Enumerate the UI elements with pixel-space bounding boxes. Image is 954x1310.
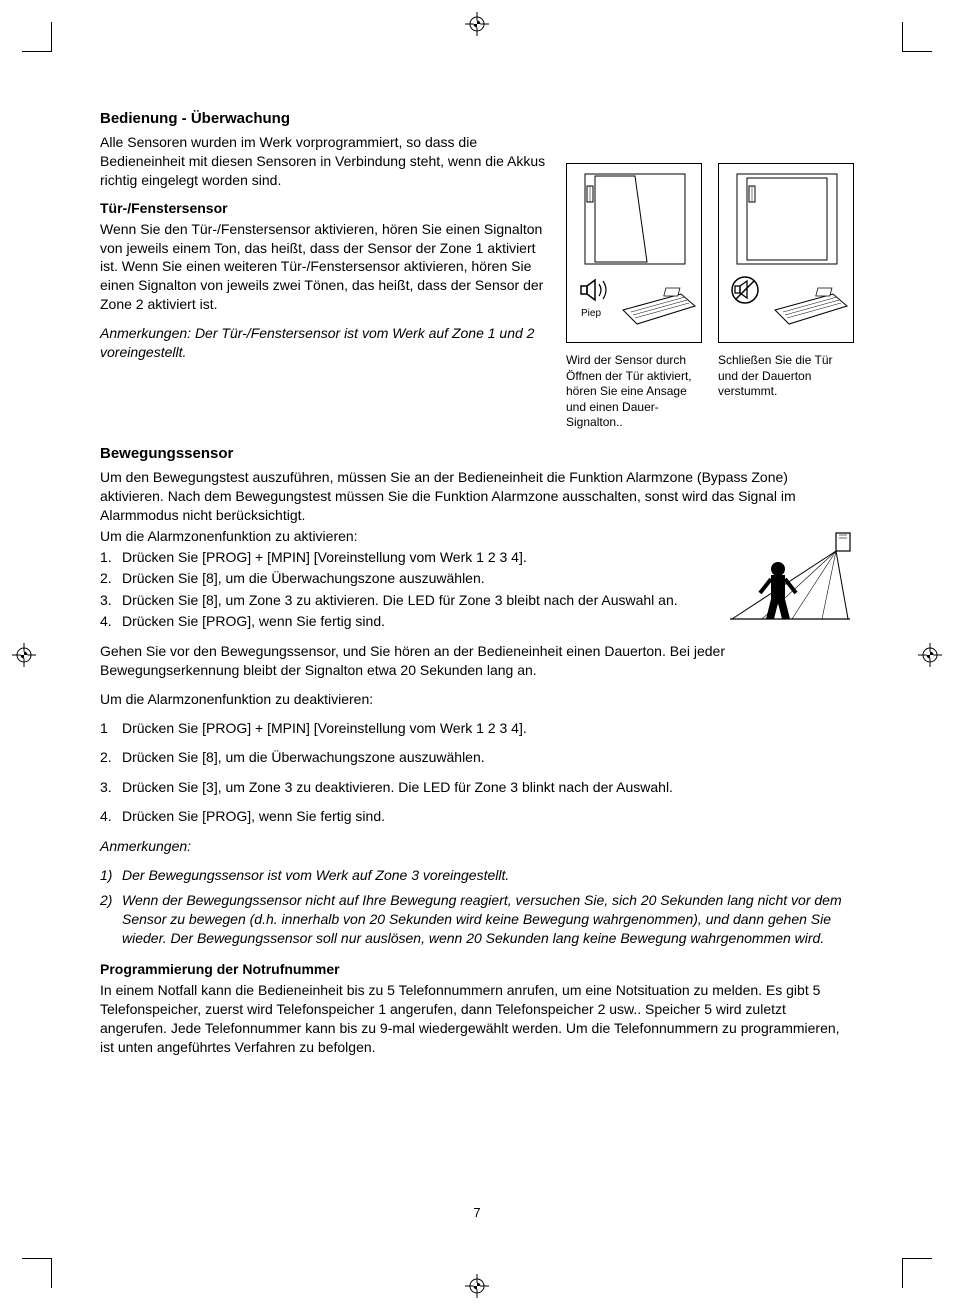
list-number: 2. xyxy=(100,569,122,589)
list-number: 4. xyxy=(100,807,122,827)
beep-label: Piep xyxy=(581,308,601,319)
figure-block: Piep Wird der Sensor durch Öffnen der Tü… xyxy=(566,163,702,431)
list-number: 2. xyxy=(100,748,122,768)
figure-caption: Schließen Sie die Tür und der Dauerton v… xyxy=(718,353,854,400)
page-number: 7 xyxy=(0,1205,954,1220)
notes-heading: Anmerkungen: xyxy=(100,837,854,856)
list-item: Drücken Sie [8], um die Überwachungszone… xyxy=(122,748,854,768)
crop-mark xyxy=(22,1258,52,1288)
list-item: Drücken Sie [3], um Zone 3 zu deaktivier… xyxy=(122,778,854,798)
ordered-list: 1.Drücken Sie [PROG] + [MPIN] [Voreinste… xyxy=(100,548,706,632)
registration-mark-icon xyxy=(465,12,489,36)
door-closed-figure xyxy=(718,163,854,343)
ordered-list: 1Drücken Sie [PROG] + [MPIN] [Voreinstel… xyxy=(100,719,854,827)
body-text: Alle Sensoren wurden im Werk vorprogramm… xyxy=(100,133,546,190)
list-number: 3. xyxy=(100,591,122,611)
body-text: In einem Notfall kann die Bedieneinheit … xyxy=(100,981,854,1057)
list-number: 3. xyxy=(100,778,122,798)
list-item: Drücken Sie [PROG], wenn Sie fertig sind… xyxy=(122,612,706,632)
registration-mark-icon xyxy=(918,643,942,667)
body-text: Um den Bewegungstest auszuführen, müssen… xyxy=(100,468,854,525)
crop-mark xyxy=(22,22,52,52)
section-heading: Bewegungssensor xyxy=(100,445,854,462)
body-text: Wenn Sie den Tür-/Fenstersensor aktivier… xyxy=(100,220,546,314)
section-heading: Bedienung - Überwachung xyxy=(100,110,854,127)
body-text: Um die Alarmzonenfunktion zu aktivieren: xyxy=(100,527,706,546)
body-text: Gehen Sie vor den Bewegungssensor, und S… xyxy=(100,642,854,680)
door-open-figure: Piep xyxy=(566,163,702,343)
crop-mark xyxy=(902,22,932,52)
list-number: 4. xyxy=(100,612,122,632)
crop-mark xyxy=(902,1258,932,1288)
list-item: Drücken Sie [PROG] + [MPIN] [Voreinstell… xyxy=(122,548,706,568)
registration-mark-icon xyxy=(465,1274,489,1298)
page-content: Bedienung - Überwachung Alle Sensoren wu… xyxy=(100,110,854,1067)
subsection-heading: Tür-/Fenstersensor xyxy=(100,200,546,216)
list-item: Drücken Sie [8], um die Überwachungszone… xyxy=(122,569,706,589)
note-item: 2)Wenn der Bewegungssensor nicht auf Ihr… xyxy=(100,891,854,948)
list-item: Drücken Sie [8], um Zone 3 zu aktivieren… xyxy=(122,591,706,611)
figure-caption: Wird der Sensor durch Öffnen der Tür akt… xyxy=(566,353,702,431)
note-item: 1)Der Bewegungssensor ist vom Werk auf Z… xyxy=(100,866,854,885)
list-number: 1. xyxy=(100,548,122,568)
registration-mark-icon xyxy=(12,643,36,667)
figure-block: Schließen Sie die Tür und der Dauerton v… xyxy=(718,163,854,431)
section-heading: Programmierung der Notrufnummer xyxy=(100,961,854,977)
note-text: Anmerkungen: Der Tür-/Fenstersensor ist … xyxy=(100,324,546,362)
list-item: Drücken Sie [PROG], wenn Sie fertig sind… xyxy=(122,807,854,827)
motion-sensor-figure xyxy=(724,527,854,627)
body-text: Um die Alarmzonenfunktion zu deaktiviere… xyxy=(100,690,854,709)
list-item: Drücken Sie [PROG] + [MPIN] [Voreinstell… xyxy=(122,719,854,739)
list-number: 1 xyxy=(100,719,122,739)
